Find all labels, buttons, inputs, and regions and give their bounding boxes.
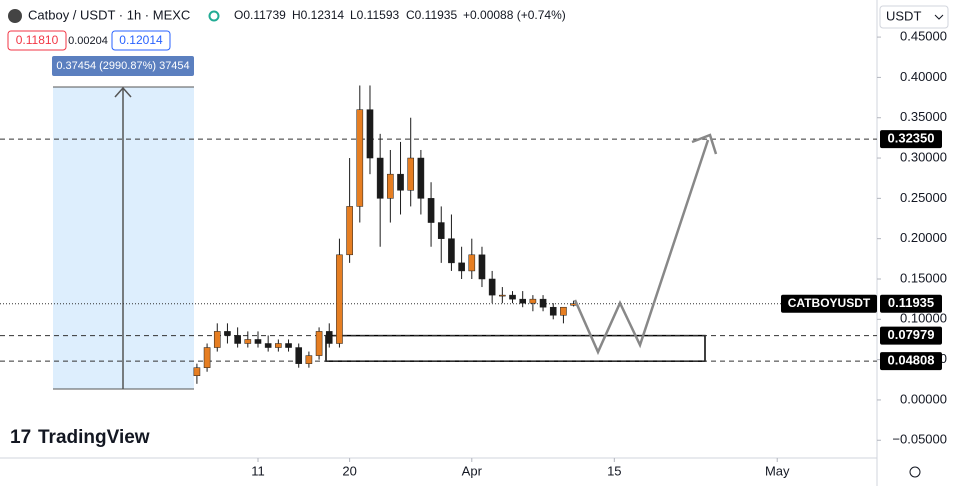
projection-path (573, 139, 710, 356)
candle-body (244, 339, 252, 344)
x-tick-label: 15 (607, 463, 621, 478)
candle-body (295, 347, 303, 364)
ohlc-open: O0.11739 (234, 8, 286, 22)
level-label: 0.07979 (888, 327, 935, 342)
candle-body (285, 343, 292, 348)
y-tick-label: 0.40000 (900, 69, 947, 84)
last-price-label-bg (880, 294, 942, 313)
x-tick-label: May (765, 463, 790, 478)
last-price-name-bg (781, 294, 877, 313)
candle-body (509, 294, 516, 300)
candle-body (407, 157, 415, 191)
ohlc-close: C0.11935 (406, 8, 457, 22)
y-tick-label: 0.15000 (900, 270, 947, 285)
y-tick-label: 0.45000 (900, 29, 947, 44)
ohlc-high: H0.12314 (292, 8, 344, 22)
x-tick-label: 20 (342, 463, 356, 478)
watermark-logo: 17 (10, 427, 31, 448)
candle-body (448, 238, 455, 264)
candle-body (254, 339, 262, 344)
y-tick-label: 0.20000 (900, 230, 947, 245)
last-price-label: 0.11935 (888, 295, 934, 310)
measure-arrowhead (114, 86, 132, 98)
candle-body (478, 254, 486, 280)
candle-body (275, 343, 282, 348)
level-label: 0.32350 (888, 131, 935, 146)
candle-body (468, 254, 476, 272)
candle-body (376, 157, 384, 199)
candle-body (427, 198, 435, 223)
dropdown-icon (934, 14, 944, 20)
currency[interactable]: USDT (886, 8, 921, 23)
candle-body (336, 254, 343, 344)
bid[interactable]: 0.11810 (16, 33, 59, 47)
spread: 0.00204 (68, 35, 108, 47)
status-dot (208, 10, 220, 22)
level-label-bg (880, 130, 942, 149)
measure-label-bg (52, 56, 194, 76)
candle-body (356, 109, 364, 207)
y-tick-label: 0.25000 (900, 190, 947, 205)
x-tick-label: Apr (462, 463, 483, 478)
settings-icon[interactable] (909, 466, 921, 478)
candle-body (387, 173, 394, 199)
candle-body (224, 331, 231, 336)
buy-button[interactable] (111, 30, 171, 51)
ohlc-low: L0.11593 (350, 8, 399, 22)
candle-body (203, 347, 211, 368)
candle-body (325, 331, 333, 344)
candle-body (549, 306, 557, 316)
ask[interactable]: 0.12014 (119, 33, 163, 47)
candle-body (560, 306, 567, 316)
x-tick-label: 11 (251, 463, 265, 478)
projection-arrowhead (691, 133, 718, 155)
candle-body (305, 355, 313, 364)
candle-body (519, 298, 527, 304)
level-label-bg (880, 352, 942, 371)
y-tick-label: 0.10000 (900, 311, 947, 326)
measure-label: 0.37454 (2990.87%) 37454 (56, 60, 189, 72)
last-price-name: CATBOYUSDT (788, 296, 871, 310)
candle-body (264, 343, 272, 348)
symbol[interactable]: Catboy / USDT · 1h · MEXC (28, 7, 190, 22)
candle-body (397, 173, 404, 191)
y-tick-label: 0.35000 (900, 109, 947, 124)
candle-body (193, 367, 201, 377)
candle-body (234, 335, 241, 344)
watermark: TradingView (38, 427, 150, 448)
ohlc-change: +0.00088 (+0.74%) (463, 8, 566, 22)
candle-body (417, 157, 425, 199)
y-tick-label: 0.00000 (900, 391, 947, 406)
candle-body (315, 331, 323, 356)
candle-body (529, 298, 537, 304)
candle-body (539, 298, 547, 308)
level-label-bg (880, 326, 942, 345)
candle-body (499, 294, 506, 297)
y-tick-label: −0.05000 (892, 432, 947, 447)
y-tick-label: 0.30000 (900, 149, 947, 164)
candle-body (488, 278, 496, 296)
level-label: 0.04808 (888, 353, 935, 368)
candle-body (437, 222, 445, 239)
currency-select[interactable] (879, 5, 949, 29)
candle-body (213, 331, 221, 348)
plot (0, 85, 877, 384)
candle-body (458, 262, 465, 272)
candle-body (366, 109, 374, 159)
candle-body (346, 206, 353, 256)
symbol-icon (8, 9, 22, 23)
sell-button[interactable] (7, 30, 67, 51)
